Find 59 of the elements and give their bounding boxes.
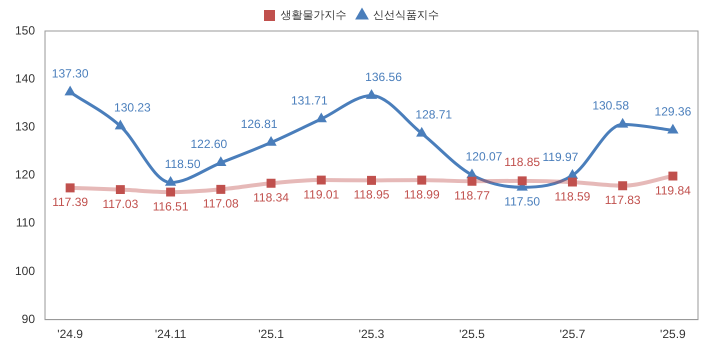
- point: [568, 178, 577, 187]
- data-label: 116.51: [152, 199, 189, 214]
- point: [316, 176, 326, 185]
- data-label: 137.30: [52, 66, 89, 80]
- point: [668, 172, 678, 181]
- legend-label: 생활물가지수: [280, 8, 346, 22]
- x-tick-label: '25.3: [358, 327, 385, 342]
- data-label: 130.23: [114, 100, 152, 114]
- data-label: 119.84: [654, 183, 692, 198]
- data-label: 118.95: [354, 188, 390, 202]
- point: [66, 183, 75, 192]
- data-label: 130.58: [592, 98, 630, 113]
- y-tick-label: 100: [14, 264, 36, 278]
- point: [316, 114, 326, 122]
- y-tick-label: 120: [14, 168, 36, 182]
- y-tick-label: 130: [14, 120, 36, 134]
- x-tick-label: '24.9: [57, 327, 84, 342]
- data-label: 128.71: [415, 108, 452, 122]
- data-label: 118.99: [404, 187, 440, 202]
- data-label: 118.59: [554, 189, 591, 204]
- data-label: 118.85: [504, 155, 540, 170]
- x-tick-label: '25.9: [660, 327, 686, 342]
- point: [116, 185, 125, 194]
- data-label: 136.56: [365, 70, 402, 84]
- y-tick-label: 110: [16, 216, 36, 230]
- y-tick-label: 90: [22, 312, 36, 326]
- point: [366, 90, 376, 99]
- point: [166, 188, 176, 197]
- point: [216, 184, 226, 194]
- point: [417, 176, 426, 185]
- point: [367, 176, 376, 185]
- data-label: 122.60: [190, 137, 228, 152]
- point: [568, 170, 577, 179]
- x-tick-label: '24.11: [154, 327, 187, 342]
- data-label: 129.36: [654, 104, 692, 119]
- point: [467, 170, 476, 178]
- data-label: 120.07: [466, 149, 503, 164]
- data-label: 118.77: [454, 188, 490, 203]
- data-label: 117.39: [52, 195, 88, 210]
- data-label: 118.50: [164, 156, 201, 171]
- data-label: 131.71: [290, 93, 328, 108]
- y-tick-label: 140: [14, 71, 36, 86]
- point: [618, 181, 628, 190]
- point: [518, 176, 527, 186]
- data-label: 119.97: [542, 150, 579, 164]
- point: [467, 176, 476, 186]
- x-tick-label: '25.7: [560, 327, 586, 342]
- data-label: 118.34: [253, 190, 290, 205]
- x-tick-label: '25.1: [258, 327, 284, 342]
- data-label: 126.81: [240, 116, 278, 131]
- data-label: 117.08: [202, 196, 240, 211]
- point: [266, 178, 276, 188]
- x-tick-label: '25.5: [459, 327, 486, 342]
- y-tick-label: 150: [14, 23, 36, 38]
- data-label: 117.83: [604, 193, 641, 208]
- data-label: 117.03: [102, 196, 139, 211]
- data-label: 117.50: [504, 194, 540, 209]
- data-label: 119.01: [303, 187, 340, 202]
- legend-label: 신선식품지수: [373, 8, 439, 22]
